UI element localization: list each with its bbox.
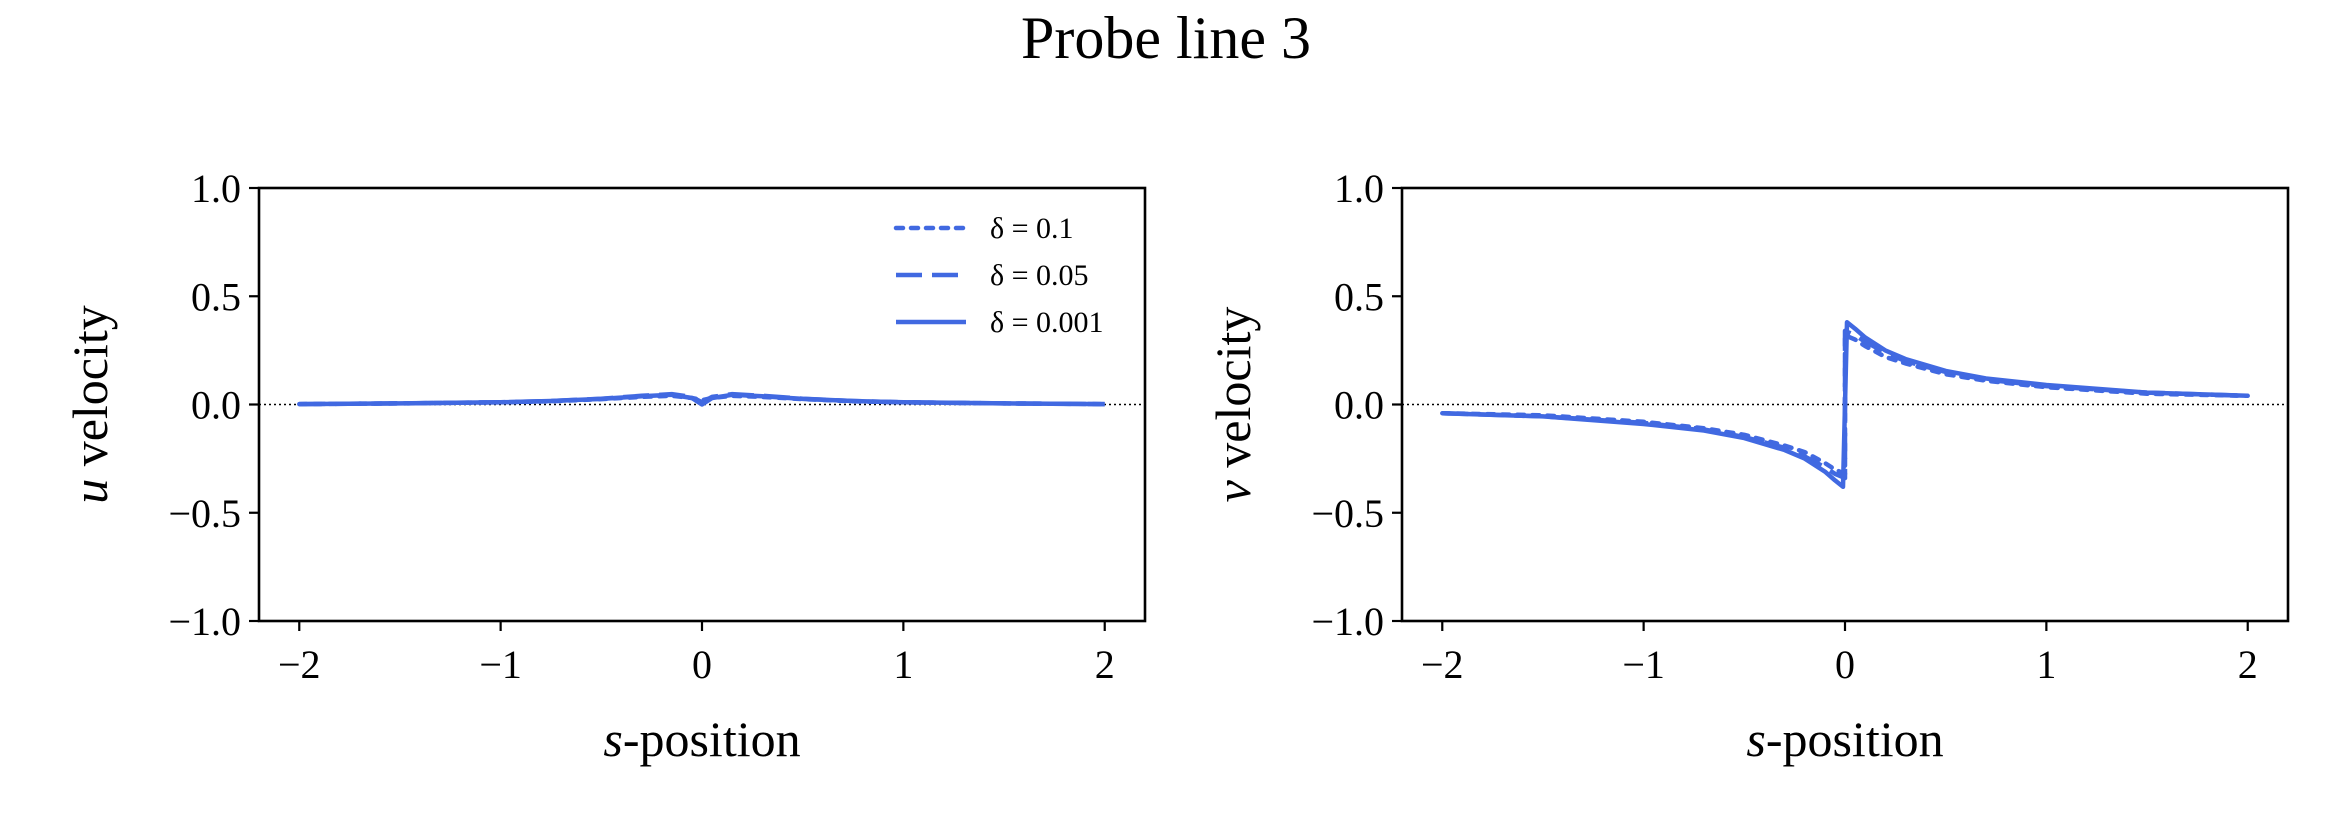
- y-tick-label: 0.0: [1334, 383, 1384, 428]
- series-line-solid: [299, 392, 1105, 407]
- y-tick-label: −0.5: [168, 491, 241, 536]
- chart-panel-left: −2 −1 0 1 2 −1.0 −0.5 0.0 0.5 1.0 s-position u velo…: [62, 166, 1147, 767]
- x-tick-label: 1: [2036, 642, 2056, 687]
- legend: δ = 0.1 δ = 0.05 δ = 0.001: [893, 212, 1104, 339]
- y-tick-label: −0.5: [1311, 491, 1384, 536]
- x-tick-label: −1: [479, 642, 522, 687]
- x-axis-label: s-position: [603, 711, 800, 767]
- x-axis-label: s-position: [1746, 711, 1943, 767]
- x-tick-label: 2: [1095, 642, 1115, 687]
- y-tick-label: 0.5: [1334, 274, 1384, 319]
- y-tick-label: 1.0: [1334, 166, 1384, 211]
- legend-label: δ = 0.001: [990, 306, 1104, 339]
- y-tick-label: 0.5: [191, 274, 241, 319]
- series-line-solid: [1442, 319, 2248, 490]
- y-tick-label: 0.0: [191, 383, 241, 428]
- x-tick-label: 0: [692, 642, 712, 687]
- y-axis-label: u velocity: [62, 305, 118, 504]
- legend-label: δ = 0.05: [990, 259, 1089, 292]
- x-tick-label: −2: [1421, 642, 1464, 687]
- x-tick-label: −2: [278, 642, 321, 687]
- y-axis-label: v velocity: [1205, 307, 1261, 503]
- figure-title: Probe line 3: [1021, 5, 1311, 71]
- x-tick-label: 2: [2238, 642, 2258, 687]
- x-tick-label: 0: [1835, 642, 1855, 687]
- y-tick-label: −1.0: [1311, 599, 1384, 644]
- chart-panel-right: −2 −1 0 1 2 −1.0 −0.5 0.0 0.5 1.0 s-position v velo…: [1205, 166, 2290, 767]
- y-tick-label: 1.0: [191, 166, 241, 211]
- y-tick-label: −1.0: [168, 599, 241, 644]
- legend-label: δ = 0.1: [990, 212, 1074, 245]
- x-tick-label: −1: [1622, 642, 1665, 687]
- x-tick-label: 1: [893, 642, 913, 687]
